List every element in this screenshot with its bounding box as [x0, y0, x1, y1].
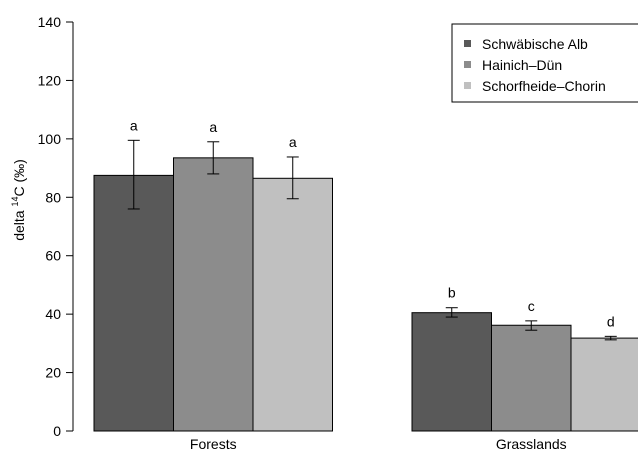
x-category-label: Forests: [190, 436, 237, 451]
legend-label: Hainich–Dün: [482, 57, 562, 73]
bar: [93, 174, 174, 432]
significance-letter: d: [607, 313, 615, 329]
y-tick-label: 140: [38, 14, 62, 30]
bar: [173, 157, 254, 432]
bar: [491, 324, 572, 432]
legend-swatch: [464, 82, 471, 89]
bar: [252, 177, 333, 432]
y-tick-label: 20: [45, 365, 61, 381]
significance-letter: a: [289, 134, 297, 150]
legend-label: Schorfheide–Chorin: [482, 78, 606, 94]
bars: a a a b c d: [93, 117, 638, 432]
y-axis-label: delta 14C (‰): [10, 159, 27, 241]
y-tick-label: 100: [38, 131, 62, 147]
significance-letter: a: [130, 117, 138, 133]
legend-swatch: [464, 40, 471, 47]
y-tick-label: 60: [45, 248, 61, 264]
bar: [411, 312, 492, 432]
y-tick-label: 0: [53, 423, 61, 439]
significance-letter: b: [448, 285, 456, 301]
x-category-label: Grasslands: [496, 436, 567, 451]
significance-letter: a: [209, 119, 217, 135]
legend-swatch: [464, 61, 471, 68]
y-axis: 0 20 40 60 80 100 120 140: [38, 14, 74, 439]
y-tick-label: 40: [45, 306, 61, 322]
legend-label: Schwäbische Alb: [482, 36, 588, 52]
bar: [570, 337, 638, 432]
legend-box: [451, 23, 638, 103]
y-tick-label: 120: [38, 72, 62, 88]
x-axis-labels: Forests Grasslands: [190, 436, 567, 451]
significance-letter: c: [528, 298, 535, 314]
legend: Schwäbische Alb Hainich–Dün Schorfheide–Ch…: [451, 23, 638, 103]
y-tick-label: 80: [45, 189, 61, 205]
